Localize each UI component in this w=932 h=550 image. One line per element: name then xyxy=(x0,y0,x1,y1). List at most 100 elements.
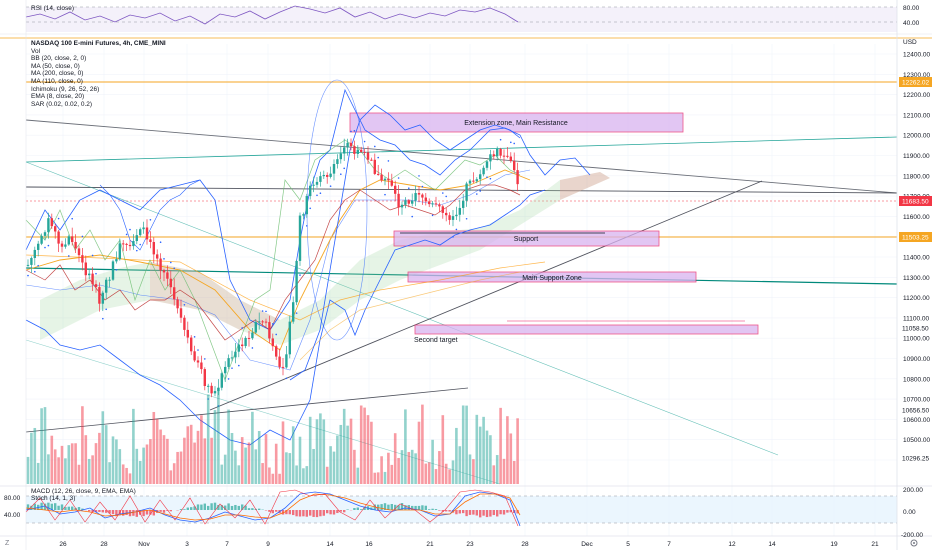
sar-dot xyxy=(125,233,128,236)
sar-dot xyxy=(81,235,84,238)
volume-bar xyxy=(349,418,353,484)
candle-body xyxy=(441,206,444,213)
indicator-legend[interactable]: NASDAQ 100 E-mini Futures, 4h, CME_MINI … xyxy=(31,40,166,108)
candle-body xyxy=(397,193,400,208)
volume-bar xyxy=(410,449,414,484)
candle-body xyxy=(152,242,155,255)
legend-item[interactable]: MA (110, close, 0) xyxy=(31,77,83,85)
gear-icon[interactable] xyxy=(910,539,918,547)
legend-item[interactable]: SAR (0.02, 0.02, 0.2) xyxy=(31,100,93,108)
candle-body xyxy=(298,215,302,261)
candle-body xyxy=(227,358,230,367)
macd-bar xyxy=(516,510,519,514)
price-badge xyxy=(899,453,932,463)
stoch-label: Stoch (14, 1, 3) xyxy=(31,495,75,502)
candle-body xyxy=(499,148,502,156)
macd-bar xyxy=(353,508,356,510)
candle-body xyxy=(43,232,47,236)
time-tick: 14 xyxy=(768,541,776,548)
candlesticks[interactable] xyxy=(26,138,519,398)
volume-bar xyxy=(251,411,254,484)
macd-bar xyxy=(397,505,400,510)
time-tick: Dec xyxy=(581,541,593,548)
sar-dot xyxy=(95,272,97,275)
sar-dot xyxy=(479,190,482,192)
volume-bar xyxy=(193,442,196,484)
macd-bar xyxy=(434,509,438,510)
volume-bar xyxy=(217,387,220,484)
volume-bar xyxy=(271,473,275,484)
volume-bar xyxy=(472,459,475,484)
volume-bar xyxy=(240,437,244,484)
macd-pane xyxy=(25,489,897,527)
candle-body xyxy=(332,164,336,174)
macd-bar xyxy=(485,510,489,518)
volume-bar xyxy=(516,418,519,484)
volume-bar xyxy=(132,408,135,484)
volume-bar xyxy=(223,454,227,484)
candle-body xyxy=(169,278,172,288)
legend-item[interactable]: Ichimoku (9, 26, 52, 26) xyxy=(31,85,100,93)
stoch-level-80: 80.00 xyxy=(4,495,21,502)
candle-body xyxy=(159,258,162,271)
legend-item[interactable]: MA (200, close, 0) xyxy=(31,70,84,78)
volume-bar xyxy=(359,405,363,484)
sar-dot xyxy=(173,267,175,270)
macd-bar xyxy=(502,510,506,515)
legend-item[interactable]: MA (50, close, 0) xyxy=(31,62,80,70)
candle-body xyxy=(465,183,468,201)
time-axis[interactable]: 26 28 Nov 3 7 9 14 16 21 23 28 Dec 5 7 12 14 19 21 xyxy=(59,541,879,548)
volume-bar xyxy=(247,442,251,484)
volume-bar xyxy=(308,416,312,484)
sar-dot xyxy=(319,192,322,195)
volume-bar xyxy=(118,449,122,484)
price-tick: 11100.00 xyxy=(903,315,930,322)
macd-bar xyxy=(108,510,111,514)
price-tick: 11400.00 xyxy=(903,255,930,262)
price-axis[interactable]: 12400.00 12300.00 12200.00 12100.00 12000.00… xyxy=(903,52,930,465)
volume-bar xyxy=(30,432,33,484)
macd-bar xyxy=(492,510,495,516)
volume-bar xyxy=(43,407,47,484)
volume-bar xyxy=(60,445,64,484)
macd-bar xyxy=(271,510,274,514)
candle-body xyxy=(111,261,115,280)
macd-bar xyxy=(285,510,288,515)
macd-bar xyxy=(81,508,84,510)
legend-item[interactable]: BB (20, close, 2, 0) xyxy=(31,55,87,63)
candle-body xyxy=(132,241,135,247)
symbol-title[interactable]: NASDAQ 100 E-mini Futures, 4h, CME_MINI xyxy=(31,40,166,47)
sar-dot xyxy=(102,317,104,320)
time-tick: 16 xyxy=(365,541,373,548)
macd-bar xyxy=(390,503,393,510)
candle-body xyxy=(186,329,189,338)
volume-bar xyxy=(441,415,445,484)
macd-bar xyxy=(183,509,186,510)
macd-bar xyxy=(489,510,492,517)
volume-bar xyxy=(281,421,285,484)
main-support-zone xyxy=(407,271,697,283)
sar-dot xyxy=(384,193,386,196)
candle-body xyxy=(411,200,414,204)
volume-bar xyxy=(121,464,125,484)
macd-bar xyxy=(506,510,509,513)
macd-bar xyxy=(30,505,33,510)
rsi-level-80: 80.00 xyxy=(903,5,920,12)
candle-body xyxy=(349,142,353,147)
time-tick: 19 xyxy=(830,541,838,548)
candle-body xyxy=(472,180,475,182)
volume-bar xyxy=(339,424,343,484)
macd-bar xyxy=(468,510,472,515)
rsi-level-40: 40.00 xyxy=(903,20,920,27)
candle-body xyxy=(247,337,251,339)
time-tick: 7 xyxy=(667,541,671,548)
macd-bar xyxy=(193,506,196,510)
legend-item[interactable]: Vol xyxy=(31,47,41,55)
candle-body xyxy=(377,173,380,175)
sar-dot xyxy=(47,244,50,247)
legend-item[interactable]: EMA (8, close, 20) xyxy=(31,93,85,101)
zones[interactable] xyxy=(349,112,759,335)
macd-bar xyxy=(329,510,332,515)
